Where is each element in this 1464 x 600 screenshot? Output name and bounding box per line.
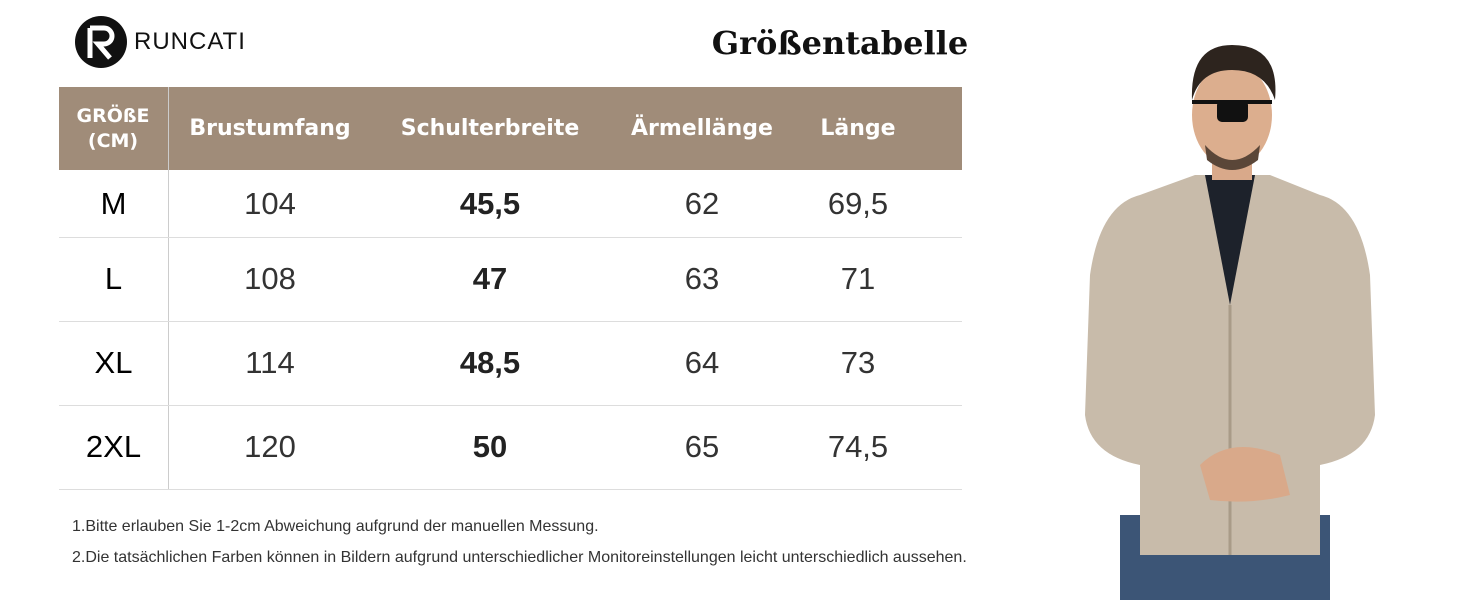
- table-cell: XL: [94, 345, 133, 380]
- table-cell: 114: [245, 345, 295, 380]
- table-cell: 74,5: [827, 429, 889, 464]
- logo-mark: [75, 16, 127, 68]
- row-divider: [59, 489, 962, 490]
- title: Größentabelle: [711, 24, 969, 62]
- column-divider: [168, 87, 169, 489]
- table-cell: 48,5: [459, 345, 521, 380]
- table-cell: 64: [684, 345, 720, 380]
- row-divider: [59, 321, 962, 322]
- table-cell: 120: [244, 429, 296, 464]
- note: 2.Die tatsächlichen Farben können in Bil…: [72, 549, 967, 566]
- table-cell: 45,5: [459, 185, 521, 221]
- header-cell: Ärmellänge: [631, 116, 773, 141]
- table-cell: M: [100, 185, 127, 221]
- table-cell: 73: [840, 345, 876, 380]
- header-cell: Schulterbreite: [400, 116, 580, 141]
- model-photo: [1085, 45, 1375, 600]
- table-cell: 62: [684, 185, 720, 221]
- table-cell: L: [104, 261, 123, 296]
- header-cell: Länge: [820, 116, 896, 141]
- note: 1.Bitte erlauben Sie 1-2cm Abweichung au…: [72, 518, 599, 535]
- row-divider: [59, 405, 962, 406]
- brand: RUNCATI: [134, 28, 246, 55]
- table-header-bg: [59, 87, 962, 170]
- row-divider: [59, 237, 962, 238]
- header-cell: Brustumfang: [189, 116, 351, 141]
- header-cell: GRÖßE (CM): [76, 104, 150, 152]
- table-cell: 104: [244, 185, 296, 221]
- table-cell: 65: [684, 429, 720, 464]
- table-cell: 108: [244, 261, 296, 296]
- table-cell: 47: [472, 261, 508, 296]
- table-cell: 63: [684, 261, 720, 296]
- table-cell: 2XL: [85, 429, 142, 464]
- table-cell: 69,5: [827, 185, 889, 221]
- table-cell: 71: [840, 261, 876, 296]
- table-cell: 50: [472, 429, 508, 464]
